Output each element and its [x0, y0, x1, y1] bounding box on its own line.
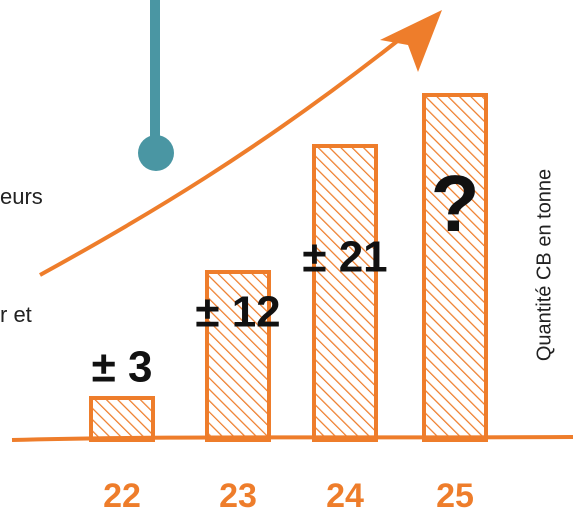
bar	[89, 396, 155, 442]
value-label: ± 21	[302, 233, 387, 282]
value-label: ± 12	[195, 288, 280, 337]
unknown-bar	[422, 93, 488, 442]
side-text: eurs	[0, 184, 43, 209]
trend-arrow-head	[380, 10, 442, 72]
pin-dot	[138, 135, 174, 171]
x-tick-label: 23	[219, 477, 257, 515]
x-tick-label: 25	[436, 477, 474, 515]
bar	[312, 144, 378, 442]
value-label: ?	[431, 159, 480, 248]
y-axis-label: Quantité CB en tonne	[533, 169, 555, 361]
value-label: ± 3	[92, 343, 153, 392]
side-text: r et	[0, 302, 32, 327]
bar	[205, 270, 271, 442]
trend-arrow	[39, 33, 407, 277]
x-tick-label: 22	[103, 477, 141, 515]
x-tick-label: 24	[326, 477, 364, 515]
